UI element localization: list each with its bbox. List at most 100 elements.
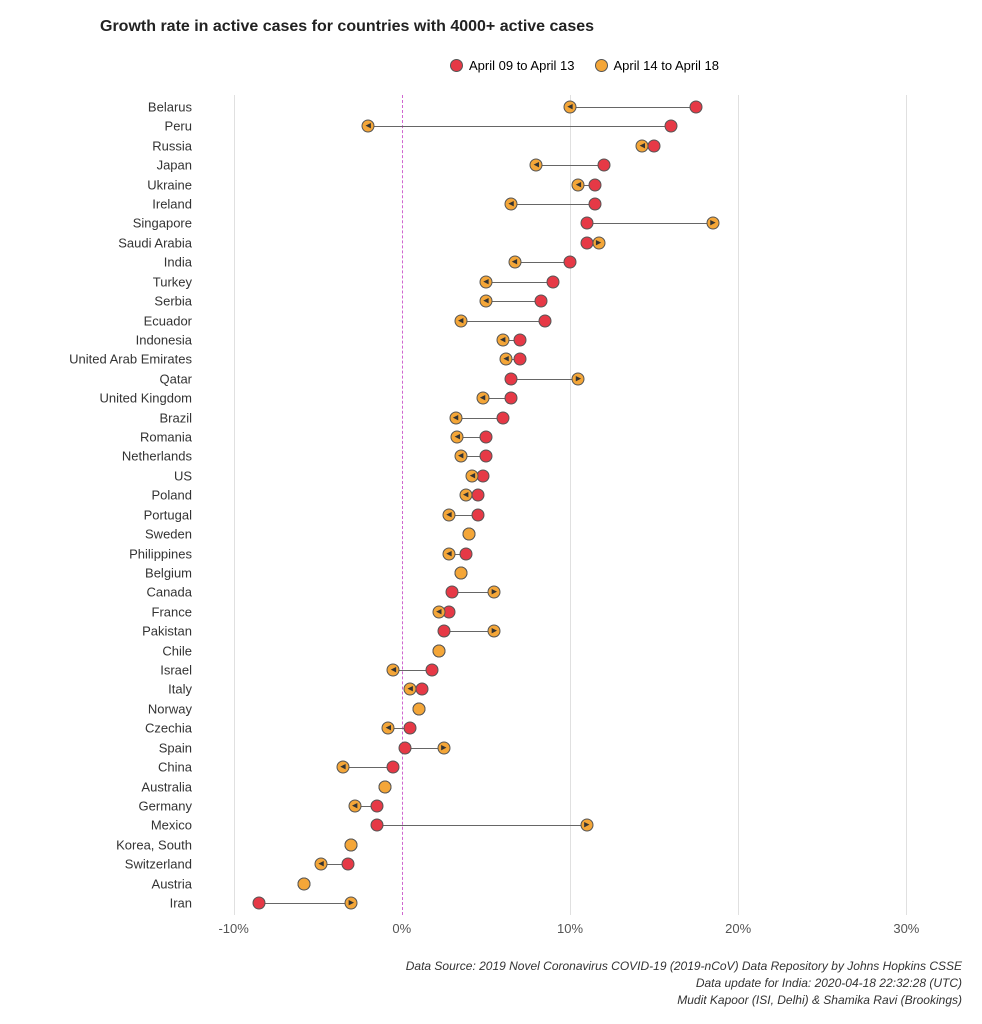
dot-period1 [589,198,602,211]
country-label: Qatar [159,371,192,386]
connector-line [343,767,393,768]
dot-period1 [535,295,548,308]
direction-arrow-icon: ◀ [386,722,391,735]
country-label: Russia [152,138,192,153]
direction-arrow-icon: ▶ [584,819,589,832]
direction-arrow-icon: ◀ [318,858,323,871]
country-label: Korea, South [116,837,192,852]
connector-line [570,107,696,108]
dot-period1 [496,411,509,424]
dot-period2 [454,566,467,579]
country-label: Serbia [154,294,192,309]
dot-period1 [252,897,265,910]
connector-line [515,262,571,263]
country-label: US [174,468,192,483]
footnote-line: Mudit Kapoor (ISI, Delhi) & Shamika Ravi… [406,992,962,1009]
dot-period1 [505,392,518,405]
direction-arrow-icon: ◀ [508,198,513,211]
dot-period2 [345,838,358,851]
direction-arrow-icon: ◀ [458,314,463,327]
country-label: Germany [139,798,192,813]
country-label: Ireland [152,197,192,212]
direction-arrow-icon: ◀ [480,392,485,405]
country-label: Belarus [148,100,192,115]
direction-arrow-icon: ◀ [455,431,460,444]
direction-arrow-icon: ◀ [453,411,458,424]
dot-period1 [342,858,355,871]
legend-item: April 09 to April 13 [450,58,575,73]
connector-line [486,282,553,283]
country-label: Iran [170,896,192,911]
dot-period1 [547,275,560,288]
connector-line [377,825,587,826]
country-label: Israel [160,663,192,678]
country-label: Chile [162,643,192,658]
country-label: Indonesia [136,332,192,347]
dot-period1 [597,159,610,172]
dot-period1 [479,431,492,444]
chart-title: Growth rate in active cases for countrie… [100,18,594,36]
country-label: Italy [168,682,192,697]
direction-arrow-icon: ◀ [446,508,451,521]
x-tick-label: 10% [557,921,583,936]
dot-period1 [664,120,677,133]
country-label: Norway [148,701,192,716]
country-label: United Kingdom [100,391,193,406]
country-label: Pakistan [142,624,192,639]
country-label: Philippines [129,546,192,561]
dot-period1 [399,741,412,754]
dot-period1 [446,586,459,599]
dot-period1 [404,722,417,735]
country-label: Spain [159,740,192,755]
legend-marker [450,59,463,72]
direction-arrow-icon: ◀ [436,605,441,618]
direction-arrow-icon: ◀ [340,761,345,774]
direction-arrow-icon: ▶ [492,586,497,599]
x-tick-label: 30% [893,921,919,936]
country-label: Brazil [159,410,192,425]
direction-arrow-icon: ◀ [365,120,370,133]
direction-arrow-icon: ▶ [441,741,446,754]
direction-arrow-icon: ◀ [500,333,505,346]
country-label: Portugal [144,507,192,522]
gridline [738,95,739,915]
country-label: Peru [165,119,192,134]
connector-line [536,165,603,166]
dot-period1 [459,547,472,560]
dot-period1 [690,101,703,114]
legend-item: April 14 to April 18 [595,58,720,73]
country-label: Austria [152,876,192,891]
dot-period2 [432,644,445,657]
x-tick-label: 20% [725,921,751,936]
x-tick-label: 0% [392,921,411,936]
direction-arrow-icon: ◀ [483,295,488,308]
country-label: Ukraine [147,177,192,192]
footnote-line: Data Source: 2019 Novel Coronavirus COVI… [406,958,962,975]
x-tick-label: -10% [218,921,248,936]
connector-line [587,223,713,224]
country-label: Turkey [153,274,192,289]
country-label: Netherlands [122,449,192,464]
connector-line [461,321,545,322]
direction-arrow-icon: ◀ [503,353,508,366]
chart-container: Growth rate in active cases for countrie… [0,0,982,1024]
footnote: Data Source: 2019 Novel Coronavirus COVI… [406,958,962,1008]
dot-period1 [513,353,526,366]
direction-arrow-icon: ◀ [463,489,468,502]
dot-period1 [387,761,400,774]
direction-arrow-icon: ▶ [710,217,715,230]
dot-period1 [538,314,551,327]
country-label: Mexico [151,818,192,833]
gridline [234,95,235,915]
direction-arrow-icon: ◀ [470,469,475,482]
direction-arrow-icon: ◀ [534,159,539,172]
direction-arrow-icon: ◀ [352,799,357,812]
dot-period2 [463,528,476,541]
direction-arrow-icon: ▶ [596,236,601,249]
direction-arrow-icon: ◀ [567,101,572,114]
country-label: United Arab Emirates [69,352,192,367]
dot-period1 [589,178,602,191]
direction-arrow-icon: ◀ [408,683,413,696]
dot-period2 [412,702,425,715]
connector-line [259,903,352,904]
